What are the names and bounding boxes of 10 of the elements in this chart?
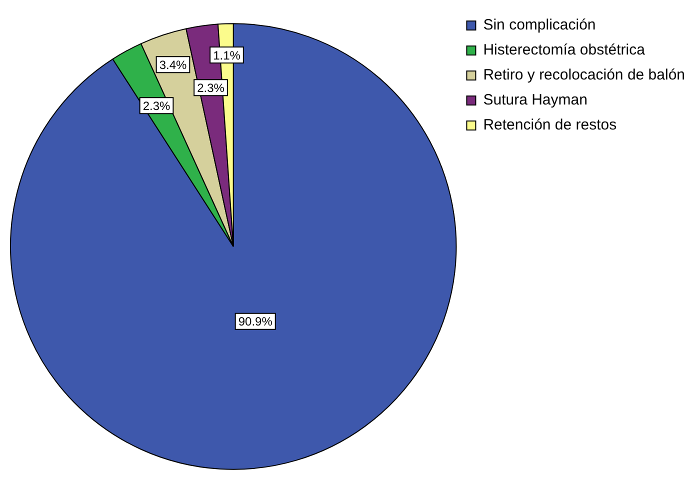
legend-label: Sutura Hayman <box>483 92 588 109</box>
legend-label: Histerectomía obstétrica <box>483 42 646 59</box>
data-label: 90.9% <box>238 314 273 329</box>
data-label: 1.1% <box>213 48 241 62</box>
legend-label: Sin complicación <box>483 16 596 34</box>
data-label: 2.3% <box>197 80 225 95</box>
legend-label: Retención de restos <box>483 116 617 134</box>
data-label: 2.3% <box>142 98 170 113</box>
legend-label: Retiro y recolocación de balón <box>483 66 686 84</box>
data-label: 3.4% <box>159 58 187 72</box>
